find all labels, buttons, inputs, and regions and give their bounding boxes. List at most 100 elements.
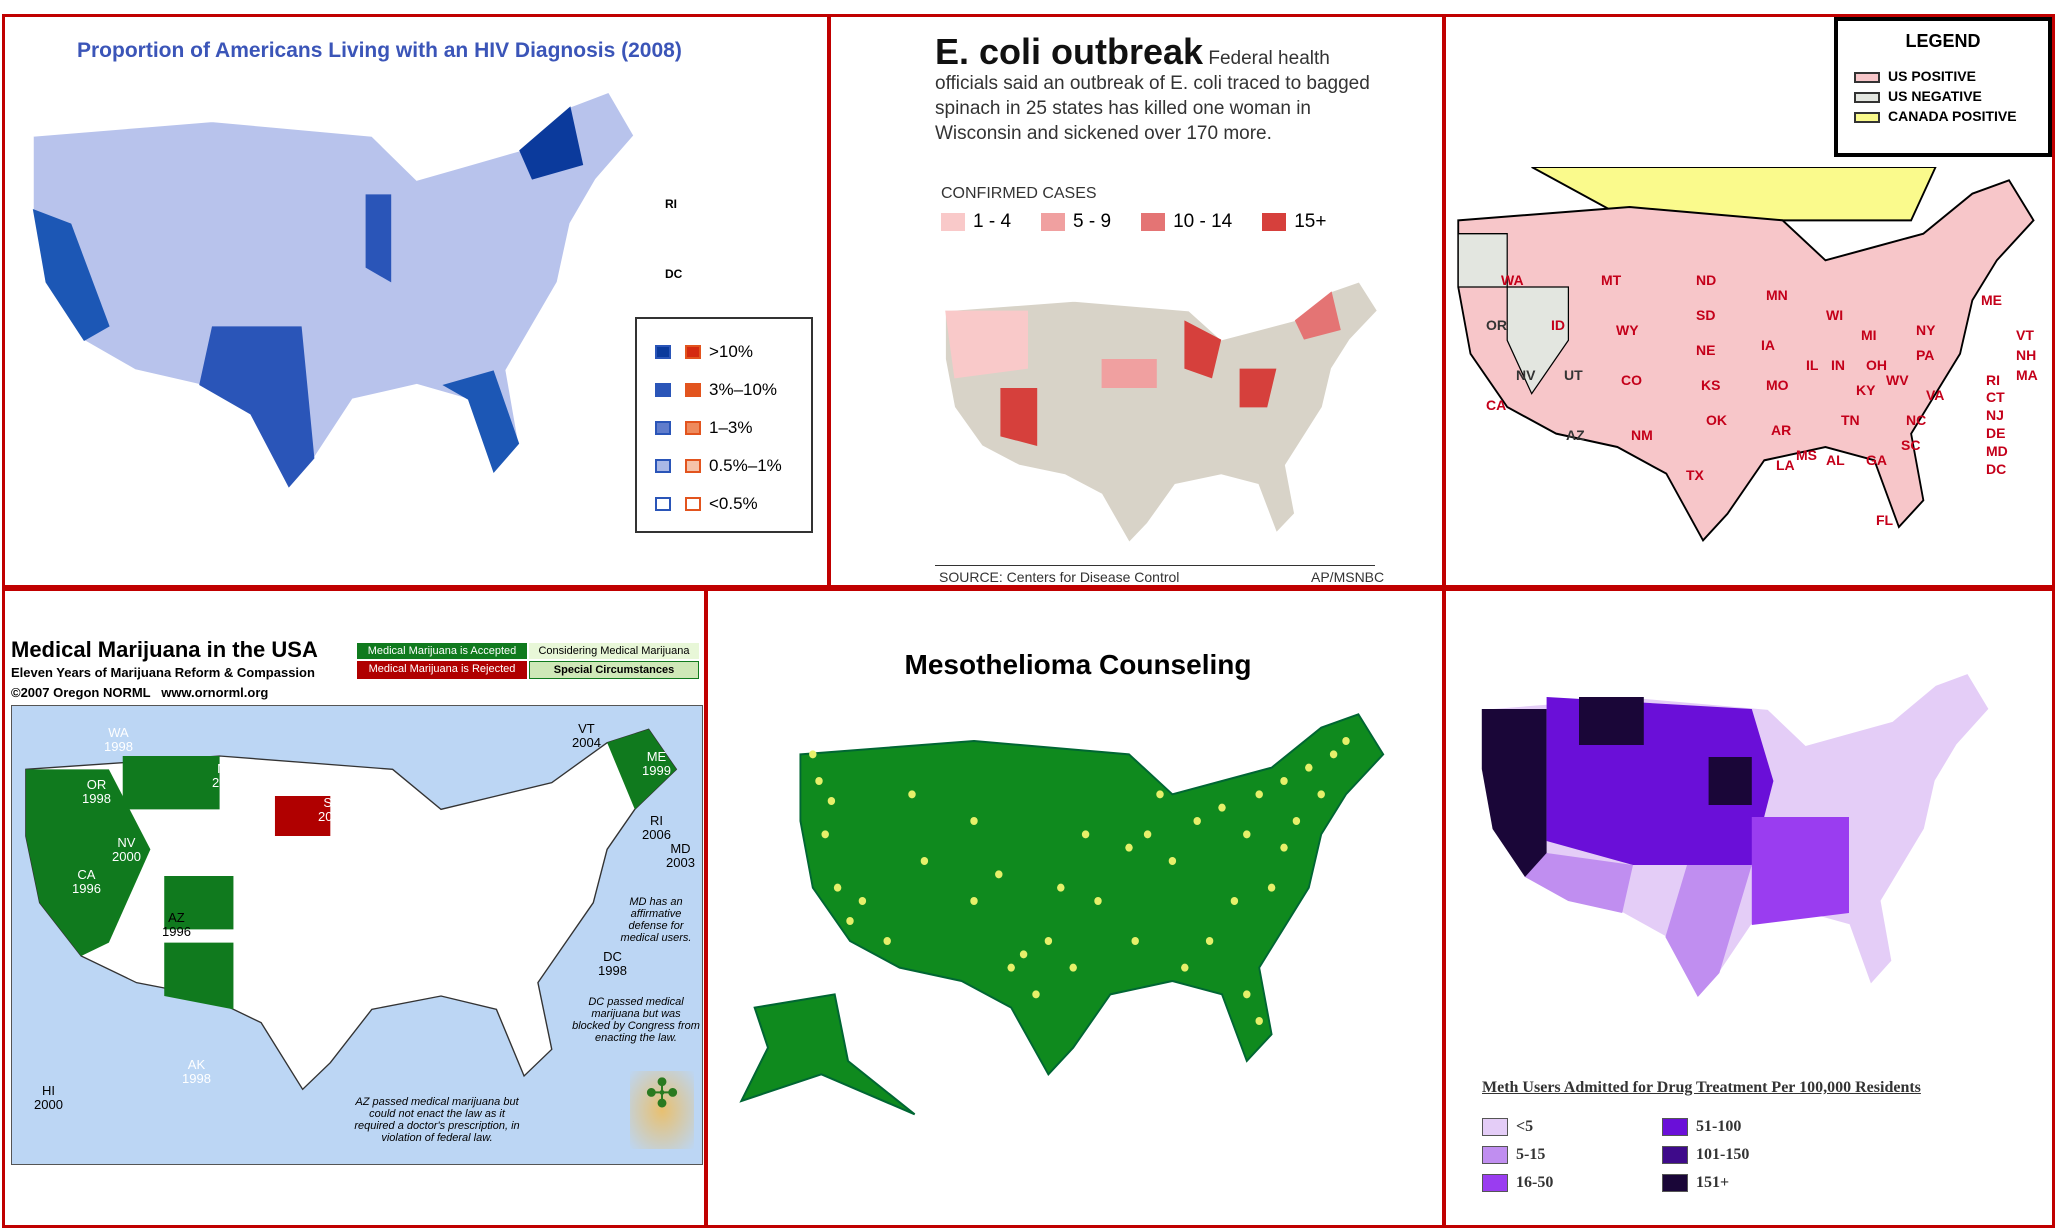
state-code: DC bbox=[603, 949, 622, 964]
state-label-il: IL bbox=[1806, 357, 1819, 373]
state-year: 1998 bbox=[598, 963, 627, 978]
meth-legend-title: Meth Users Admitted for Drug Treatment P… bbox=[1482, 1079, 1921, 1096]
state-label-id: ID bbox=[1551, 317, 1565, 333]
alaska-shape bbox=[739, 993, 916, 1116]
location-dot bbox=[970, 897, 978, 905]
state-year: 2006 bbox=[642, 827, 671, 842]
location-dot bbox=[1019, 950, 1028, 959]
state-label-me: ME bbox=[1981, 292, 2002, 308]
legend-label: 15+ bbox=[1294, 211, 1327, 232]
state-year: 1998 bbox=[104, 739, 133, 754]
hiv-title: Proportion of Americans Living with an H… bbox=[77, 39, 682, 62]
color-swatch bbox=[1141, 212, 1166, 231]
legend-label: 5-15 bbox=[1516, 1146, 1546, 1163]
marijuana-legend-item: Medical Marijuana is Accepted bbox=[357, 643, 527, 659]
color-swatch bbox=[1662, 1174, 1688, 1192]
state-label-co: CO 2000 bbox=[240, 856, 269, 884]
state-label-ms: MS bbox=[1796, 447, 1817, 463]
illinois bbox=[365, 194, 392, 283]
state-code: NM bbox=[238, 915, 259, 930]
state-label-ak: AK 1998 bbox=[182, 1058, 211, 1086]
state-label-mo: MO bbox=[1766, 377, 1789, 393]
marijuana-credit: ©2007 Oregon NORML www.ornorml.org bbox=[11, 685, 269, 700]
state-label-nj: NJ bbox=[1986, 407, 2004, 423]
legend-label: <5 bbox=[1516, 1118, 1534, 1135]
location-dot bbox=[995, 870, 1003, 879]
state-label-dc: DC bbox=[1986, 461, 2007, 477]
ecoli-legend-item: 15+ bbox=[1262, 211, 1326, 233]
legend-label: 1 - 4 bbox=[973, 211, 1012, 232]
state-label-me: ME 1999 bbox=[642, 750, 671, 778]
legend-label: 3%–10% bbox=[709, 380, 778, 399]
hiv-legend-item: <0.5% bbox=[655, 485, 793, 523]
legend-label: 10 - 14 bbox=[1173, 211, 1233, 232]
location-dot bbox=[1218, 803, 1226, 812]
state-label-ut: UT bbox=[1564, 367, 1583, 383]
state-label-nv: NV 2000 bbox=[112, 836, 141, 864]
color-swatch bbox=[1482, 1146, 1508, 1164]
canada-legend-item: US POSITIVE bbox=[1854, 66, 2032, 86]
location-dot bbox=[1181, 963, 1189, 972]
new-york bbox=[519, 106, 584, 180]
state-year: 1996 bbox=[72, 881, 101, 896]
state-label-or: OR bbox=[1486, 317, 1507, 333]
state-label-al: AL bbox=[1826, 452, 1845, 468]
hiv-legend-item: >10% bbox=[655, 333, 793, 371]
location-dot bbox=[1280, 777, 1288, 785]
ecoli-map-panel: E. coli outbreak Federal health official… bbox=[828, 14, 1445, 588]
legend-label: >10% bbox=[709, 342, 753, 361]
state-label-ga: GA bbox=[1866, 452, 1887, 468]
location-dot bbox=[821, 830, 829, 839]
blue-swatch bbox=[655, 497, 671, 511]
marijuana-map: WA 1998 OR 1998 MT 2004 SD 2006 NV 2000 CA 1996 CO 20… bbox=[11, 705, 703, 1165]
location-dot bbox=[815, 777, 823, 785]
marijuana-legend-item: Special Circumstances bbox=[529, 661, 699, 679]
marijuana-legend-item: Medical Marijuana is Rejected bbox=[357, 661, 527, 679]
location-dot bbox=[1125, 843, 1133, 852]
location-dot bbox=[1143, 830, 1152, 839]
state-label-vt: VT bbox=[2016, 327, 2034, 343]
hiv-us-map bbox=[20, 77, 660, 517]
hiv-legend-item: 3%–10% bbox=[655, 371, 793, 409]
state-code: AK bbox=[187, 1057, 206, 1072]
location-dot bbox=[1131, 937, 1139, 945]
meth-legend-item: <5 bbox=[1482, 1113, 1662, 1141]
state-label-pa: PA bbox=[1916, 347, 1935, 363]
state-year: 1998 bbox=[182, 1071, 211, 1086]
dc-note: DC passed medical marijuana but was bloc… bbox=[572, 996, 700, 1044]
state-label-vt: VT 2004 bbox=[572, 722, 601, 750]
state-year: 2004 bbox=[212, 775, 241, 790]
hiv-map-panel: Proportion of Americans Living with an H… bbox=[2, 14, 830, 588]
legend-label: 0.5%–1% bbox=[709, 456, 782, 475]
location-dot bbox=[1007, 963, 1015, 972]
state-year: 2000 bbox=[112, 849, 141, 864]
blue-swatch bbox=[655, 459, 671, 473]
red-swatch bbox=[685, 383, 701, 397]
color-swatch bbox=[1482, 1174, 1508, 1192]
mesothelioma-title: Mesothelioma Counseling bbox=[904, 649, 1252, 680]
state-label-ar: AR bbox=[1771, 422, 1792, 438]
mesothelioma-map-panel: Mesothelioma Counseling bbox=[705, 588, 1445, 1228]
location-dot bbox=[1317, 790, 1325, 799]
canada-legend-item: CANADA POSITIVE bbox=[1854, 106, 2032, 126]
marijuana-legend: Medical Marijuana is Accepted Considering… bbox=[357, 643, 699, 679]
legend-label: 51-100 bbox=[1696, 1118, 1742, 1135]
legend-label: 1–3% bbox=[709, 418, 753, 437]
location-dot bbox=[1032, 990, 1040, 999]
blue-swatch bbox=[655, 421, 671, 435]
state-label-md: MD 2003 bbox=[666, 842, 695, 870]
ecoli-credit: AP/MSNBC bbox=[1311, 569, 1385, 585]
location-dot bbox=[908, 790, 916, 799]
state-label-wa: WA 1998 bbox=[104, 726, 133, 754]
location-dot bbox=[1057, 883, 1065, 892]
marijuana-title: Medical Marijuana in the USA bbox=[11, 637, 318, 662]
color-swatch bbox=[1854, 71, 1880, 83]
location-dot bbox=[920, 857, 929, 865]
state-label-ky: KY bbox=[1856, 382, 1876, 398]
location-dot bbox=[1329, 750, 1338, 759]
state-label-nh: NH bbox=[2016, 347, 2037, 363]
location-dot bbox=[1081, 830, 1090, 839]
california bbox=[32, 209, 110, 341]
ecoli-source: SOURCE: Centers for Disease Control bbox=[939, 569, 1180, 585]
location-dot bbox=[970, 817, 978, 825]
